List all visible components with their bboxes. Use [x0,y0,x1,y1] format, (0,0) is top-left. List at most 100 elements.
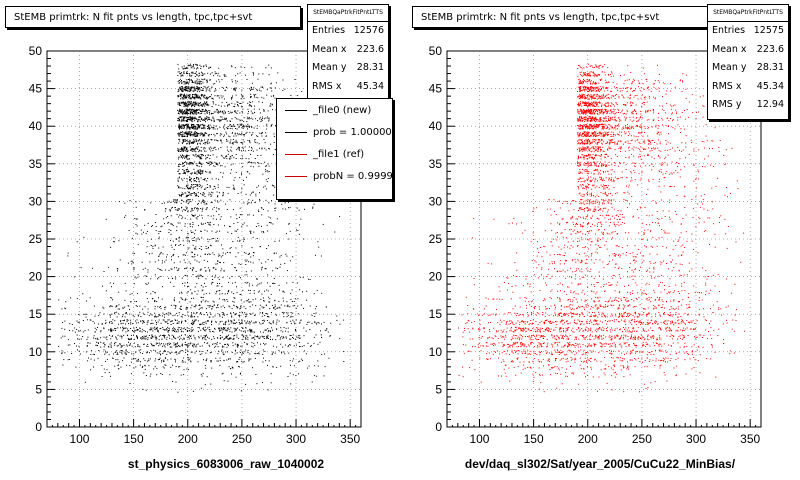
left-scatter-point [201,110,203,112]
left-scatter-point [185,254,186,256]
left-scatter-point [250,105,252,107]
left-scatter-point [209,119,210,121]
left-scatter-point [119,351,121,353]
left-scatter-point [188,199,190,201]
left-scatter-point [186,207,188,209]
left-scatter-point [126,319,128,321]
left-scatter-point [225,119,227,121]
left-scatter-point [192,324,194,325]
left-scatter-point [134,300,136,302]
left-scatter-point [195,248,197,250]
left-scatter-point [211,178,213,180]
left-scatter-point [208,172,210,174]
left-scatter-point [61,352,62,354]
left-scatter-point [204,128,206,130]
left-scatter-point [189,131,191,133]
left-scatter-point [184,105,186,107]
left-scatter-point [220,133,222,135]
left-scatter-point [265,171,267,173]
left-scatter-point [178,133,180,135]
left-scatter-point [191,193,193,194]
left-scatter-point [207,139,209,140]
left-scatter-point [258,259,260,261]
left-scatter-point [129,338,131,340]
left-scatter-point [181,218,183,220]
left-scatter-point [302,359,303,361]
left-scatter-point [185,88,187,90]
left-scatter-point [193,140,195,142]
left-scatter-point [186,330,188,331]
left-scatter-point [207,327,209,329]
left-scatter-point [197,330,199,332]
left-scatter-point [273,307,275,309]
left-scatter-point [233,293,235,295]
left-scatter-point [237,118,239,120]
left-scatter-point [252,191,254,193]
left-stats-entries-row: Entries 12576 [308,22,388,41]
left-scatter-point [191,102,193,104]
left-scatter-point [199,127,201,129]
left-scatter-point [186,349,188,351]
left-scatter-point [188,73,190,74]
legend-item-file0: _file0 (new) [277,99,392,121]
left-scatter-point [189,193,191,195]
left-scatter-point [192,119,193,120]
left-scatter-point [186,143,188,145]
left-scatter-point [209,171,211,173]
left-scatter-point [161,203,163,204]
left-scatter-point [236,149,238,151]
left-scatter-point [188,83,190,85]
left-scatter-point [241,173,243,175]
left-scatter-point [249,306,251,308]
left-scatter-point [199,142,201,144]
left-scatter-point [248,126,250,128]
left-scatter-point [128,352,130,354]
left-scatter-point [190,337,192,339]
left-scatter-point [196,147,198,149]
left-scatter-point [245,260,247,262]
left-scatter-point [142,322,144,324]
left-scatter-point [192,109,194,111]
left-scatter-point [194,171,196,173]
left-scatter-point [171,246,173,248]
left-scatter-point [251,126,252,128]
left-scatter-point [213,127,215,128]
left-scatter-point [180,95,182,97]
left-scatter-point [179,151,181,152]
left-scatter-point [189,89,191,91]
left-scatter-point [208,126,210,128]
left-scatter-point [225,320,227,322]
left-scatter-point [272,338,273,340]
left-scatter-point [186,168,188,170]
left-scatter-point [194,207,196,208]
left-scatter-point [135,218,137,220]
left-scatter-point [262,320,264,321]
left-scatter-point [185,185,187,187]
left-scatter-point [206,112,208,113]
left-scatter-point [135,322,137,324]
left-scatter-point [213,120,215,122]
left-scatter-point [208,124,210,126]
left-scatter-point [147,311,149,313]
left-scatter-point [198,81,200,83]
left-scatter-point [189,90,191,92]
left-scatter-point [202,111,204,113]
left-scatter-point [198,308,200,310]
left-scatter-point [126,321,128,323]
left-scatter-point [157,321,159,323]
left-scatter-point [221,312,223,314]
left-scatter-point [76,320,78,322]
left-scatter-point [184,110,186,112]
left-scatter-point [74,343,75,344]
left-scatter-point [242,143,244,145]
left-scatter-point [256,383,258,385]
left-scatter-point [225,337,227,339]
left-scatter-point [243,184,245,186]
left-scatter-point [285,330,286,332]
left-scatter-point [200,208,202,209]
left-scatter-point [243,97,245,99]
left-scatter-point [169,343,171,345]
left-scatter-point [234,117,236,119]
left-scatter-point [259,290,260,292]
left-scatter-point [193,132,195,134]
